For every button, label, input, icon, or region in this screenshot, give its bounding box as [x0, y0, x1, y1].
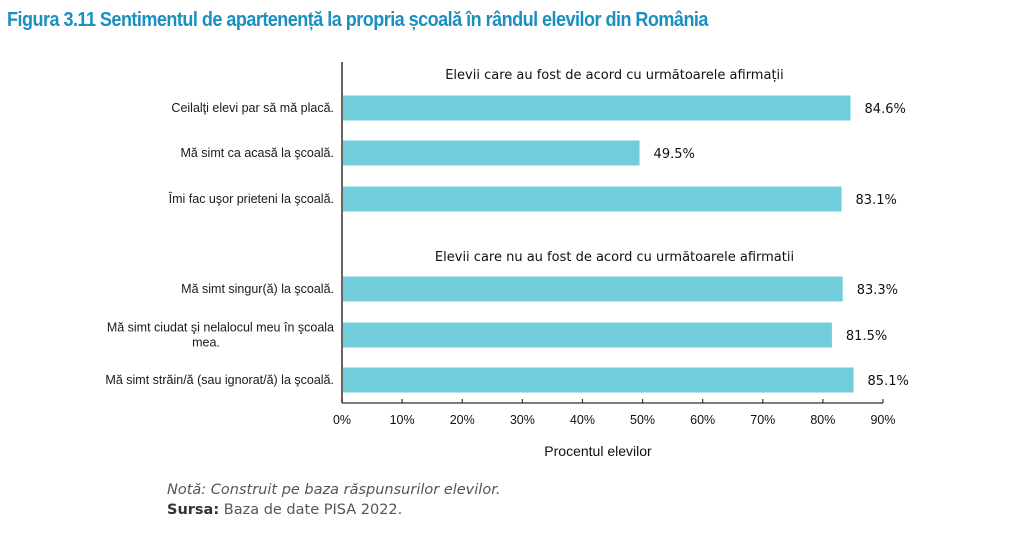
bar: [343, 186, 842, 212]
category-label: Ceilalţi elevi par să mă placă.: [171, 101, 334, 115]
value-label: 85.1%: [868, 374, 909, 389]
source-label: Sursa:: [167, 502, 220, 518]
x-tick-label: 20%: [450, 413, 475, 427]
x-tick-label: 90%: [870, 413, 895, 427]
bar: [343, 367, 854, 393]
figure-title: Figura 3.11 Sentimentul de apartenență l…: [7, 8, 708, 31]
category-label-line: Ceilalţi elevi par să mă placă.: [171, 101, 334, 115]
x-tick-label: 80%: [810, 413, 835, 427]
category-label-line: Mă simt singur(ă) la şcoală.: [181, 282, 334, 296]
category-label-line: Mă simt străin/ă (sau ignorat/ă) la şcoa…: [105, 373, 334, 387]
category-label: Mă simt ciudat şi nelalocul meu în şcoal…: [107, 321, 334, 350]
x-tick-label: 70%: [750, 413, 775, 427]
value-label: 84.6%: [865, 102, 906, 117]
group-label: Elevii care au fost de acord cu următoar…: [445, 68, 784, 83]
value-label: 49.5%: [654, 147, 695, 162]
x-tick-label: 0%: [333, 413, 351, 427]
source-text: Baza de date PISA 2022.: [223, 502, 403, 518]
note-text: Construit pe baza răspunsurilor elevilor…: [210, 482, 501, 498]
value-label: 81.5%: [846, 329, 887, 344]
x-tick-label: 60%: [690, 413, 715, 427]
figure-note: Notă: Construit pe baza răspunsurilor el…: [167, 480, 500, 520]
bar: [343, 276, 843, 302]
value-label: 83.3%: [857, 283, 898, 298]
category-label-line: mea.: [192, 336, 220, 350]
bar-chart: Elevii care au fost de acord cu următoar…: [105, 62, 909, 459]
x-ticks: 0% 10% 20% 30% 40% 50% 60% 70% 80% 90%: [333, 399, 896, 427]
source-line: Sursa: Baza de date PISA 2022.: [167, 500, 500, 520]
category-label: Mă simt străin/ă (sau ignorat/ă) la şcoa…: [105, 373, 334, 387]
x-tick-label: 50%: [630, 413, 655, 427]
bar: [343, 140, 640, 166]
group-label: Elevii care nu au fost de acord cu următ…: [435, 250, 794, 265]
category-label: Mă simt singur(ă) la şcoală.: [181, 282, 334, 296]
category-label: Mă simt ca acasă la şcoală.: [180, 146, 334, 160]
category-label: Îmi fac uşor prieteni la şcoală.: [168, 191, 334, 206]
x-tick-label: 30%: [510, 413, 535, 427]
x-tick-label: 40%: [570, 413, 595, 427]
x-axis-title: Procentul elevilor: [544, 443, 652, 459]
category-label-line: Mă simt ca acasă la şcoală.: [180, 146, 334, 160]
category-label-line: Îmi fac uşor prieteni la şcoală.: [168, 191, 334, 206]
value-label: 83.1%: [856, 193, 897, 208]
labels-layer: Elevii care au fost de acord cu următoar…: [105, 68, 908, 389]
bar: [343, 95, 851, 121]
note-line: Notă: Construit pe baza răspunsurilor el…: [167, 480, 500, 500]
bar: [343, 322, 832, 348]
note-label: Notă:: [167, 482, 207, 498]
x-tick-label: 10%: [390, 413, 415, 427]
category-label-line: Mă simt ciudat şi nelalocul meu în şcoal…: [107, 321, 334, 335]
bars-layer: [343, 95, 854, 393]
